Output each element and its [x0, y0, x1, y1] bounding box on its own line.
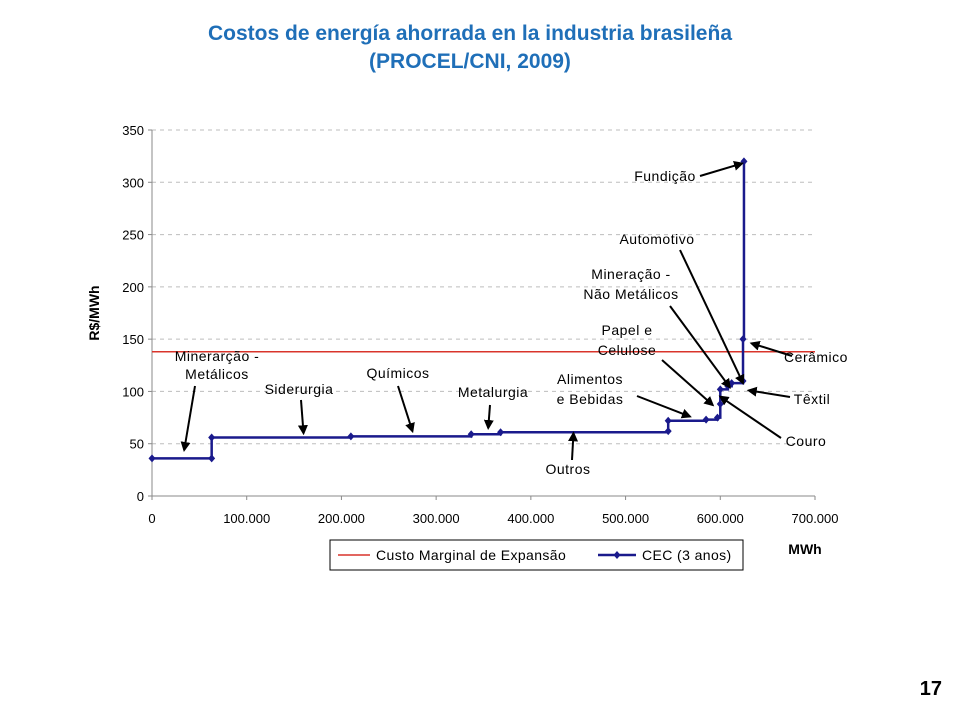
annotation: Papel e Celulose	[598, 322, 715, 407]
x-tick-label: 600.000	[697, 511, 744, 526]
x-tick-label: 500.000	[602, 511, 649, 526]
x-tick-label: 0	[148, 511, 155, 526]
cec-point	[739, 335, 747, 344]
legend: Custo Marginal de Expansão CEC (3 anos)	[329, 539, 744, 571]
y-tick-label: 350	[122, 123, 144, 138]
y-axis-label: R$/MWh	[86, 285, 102, 340]
cec-point	[702, 415, 710, 424]
y-tick-label: 250	[122, 228, 144, 243]
cec-point	[716, 399, 724, 408]
annotation: Metalurgia	[458, 384, 528, 431]
annotation-arrow	[568, 431, 579, 461]
annotation-label: Siderurgia	[265, 381, 334, 397]
cec-point	[208, 454, 216, 463]
x-tick-label: 100.000	[223, 511, 270, 526]
annotation-label: Alimentos	[557, 371, 623, 387]
annotation-arrow	[749, 340, 793, 357]
x-axis-label: MWh	[788, 541, 821, 557]
x-tick-label: 300.000	[413, 511, 460, 526]
annotation: Têxtil	[746, 386, 830, 407]
cec-line	[152, 161, 746, 460]
annotation-arrow	[483, 404, 494, 431]
cec-point	[664, 427, 672, 436]
annotation: Alimentos e Bebidas	[557, 371, 692, 419]
annotation-arrow	[718, 395, 782, 439]
y-tick-label: 0	[137, 489, 144, 504]
cec-point	[347, 432, 355, 441]
y-tick-label: 200	[122, 280, 144, 295]
legend-box	[329, 539, 744, 571]
annotation-label: Couro	[786, 433, 827, 449]
cec-point	[713, 413, 721, 422]
annotation-arrow	[636, 395, 692, 419]
annotation: Outros	[545, 431, 590, 477]
annotation-arrow	[397, 385, 415, 434]
legend-label: Custo Marginal de Expansão	[376, 547, 566, 563]
grid	[152, 129, 815, 445]
cec-point	[148, 454, 156, 463]
cec-point	[497, 428, 505, 437]
slide-subtitle: (PROCEL/CNI, 2009)	[369, 50, 571, 73]
cec-point	[208, 433, 216, 442]
y-tick-label: 150	[122, 332, 144, 347]
annotation: Químicos	[366, 365, 429, 434]
tick-labels: 0 50 100 150 200 250 300 350 0 100.000 200.000 300.…	[122, 123, 838, 526]
annotation-label: Outros	[545, 461, 590, 477]
axes	[148, 129, 816, 500]
x-tick-label: 400.000	[507, 511, 554, 526]
annotation-label: Mineração -	[591, 266, 670, 282]
y-tick-label: 300	[122, 175, 144, 190]
annotation-label: Químicos	[366, 365, 429, 381]
annotation-arrow	[679, 249, 745, 385]
y-tick-label: 50	[130, 437, 144, 452]
annotation-arrow	[746, 386, 791, 398]
annotation-arrow	[661, 359, 715, 407]
annotation-label: Metálicos	[185, 366, 249, 382]
annotation-label: Metalurgia	[458, 384, 528, 400]
x-tick-label: 200.000	[318, 511, 365, 526]
annotation-label: Minerarção -	[175, 348, 260, 364]
annotation-arrow	[180, 385, 196, 452]
slide-title: Costos de energía ahorrada en la industr…	[208, 22, 732, 45]
annotation: Couro	[718, 395, 827, 449]
annotation: Minerarção - Metálicos	[175, 348, 260, 452]
annotation-label: Automotivo	[619, 231, 694, 247]
annotation-label: e Bebidas	[557, 391, 624, 407]
annotation-arrow	[297, 399, 308, 436]
cec-point	[664, 416, 672, 425]
annotation: Siderurgia	[265, 381, 334, 436]
legend-label: CEC (3 anos)	[642, 547, 732, 563]
annotation-label: Papel e	[602, 322, 653, 338]
annotations: Minerarção - Metálicos Siderurgia Químicos M…	[175, 160, 848, 477]
annotation-label: Cerâmico	[784, 349, 848, 365]
annotation-arrow	[699, 160, 744, 177]
annotation-label: Não Metálicos	[583, 286, 678, 302]
annotation-label: Celulose	[598, 342, 656, 358]
x-tick-label: 700.000	[792, 511, 839, 526]
legend-marker-cec	[613, 551, 621, 559]
cec-point	[467, 430, 475, 439]
axis-labels: R$/MWh MWh	[86, 285, 822, 557]
annotation: Fundição	[634, 160, 744, 184]
page-number: 17	[919, 678, 942, 700]
annotation: Automotivo	[619, 231, 745, 385]
y-tick-label: 100	[122, 384, 144, 399]
annotation: Cerâmico	[749, 340, 848, 365]
cec-point	[716, 385, 724, 394]
annotation-arrow	[669, 305, 731, 389]
annotation: Mineração - Não Metálicos	[583, 266, 731, 389]
series	[148, 157, 815, 463]
annotation-label: Fundição	[634, 168, 696, 184]
annotation-label: Têxtil	[794, 391, 830, 407]
